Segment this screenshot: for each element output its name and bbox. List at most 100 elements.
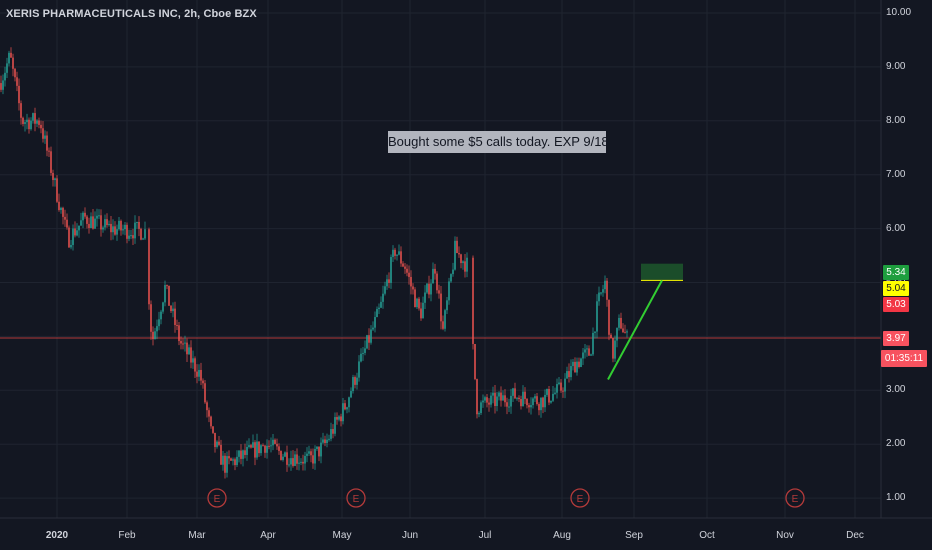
- candle-body: [106, 219, 108, 226]
- candle-body: [616, 327, 618, 341]
- candle-body: [606, 280, 608, 300]
- candle-body: [96, 215, 98, 219]
- candle-body: [358, 361, 360, 378]
- candle-body: [368, 335, 370, 343]
- candle-body: [298, 462, 300, 464]
- candle-body: [516, 397, 518, 399]
- candle-body: [490, 395, 492, 405]
- candle-body: [130, 235, 132, 237]
- time-axis-label: Sep: [625, 530, 643, 541]
- candle-body: [218, 441, 220, 445]
- candle-body: [144, 229, 146, 239]
- candle-body: [614, 340, 616, 359]
- earnings-marker-icon: [346, 488, 366, 508]
- candle-body: [200, 369, 202, 381]
- candle-body: [154, 331, 156, 340]
- candle-body: [512, 388, 514, 396]
- candle-body: [176, 325, 178, 327]
- candle-body: [66, 219, 68, 228]
- candle-body: [274, 439, 276, 444]
- candle-body: [590, 354, 592, 356]
- price-axis-label: 1.00: [886, 492, 906, 504]
- candle-body: [580, 358, 582, 367]
- candle-body: [16, 77, 18, 86]
- candle-body: [620, 317, 622, 329]
- candle-body: [158, 319, 160, 327]
- price-axis-label: 6.00: [886, 222, 906, 234]
- price-tag-hline: 3.97: [883, 331, 909, 346]
- text-annotation[interactable]: Bought some $5 calls today. EXP 9/18: [388, 131, 606, 153]
- earnings-marker-icon: [785, 488, 805, 508]
- candle-body: [574, 361, 576, 373]
- candle-body: [588, 348, 590, 356]
- candle-body: [208, 410, 210, 417]
- candle-body: [360, 353, 362, 362]
- candle-body: [120, 220, 122, 231]
- candle-body: [286, 452, 288, 465]
- candle-body: [496, 396, 498, 407]
- candle-body: [4, 72, 6, 81]
- candle-body: [250, 445, 252, 448]
- candle-body: [414, 289, 416, 308]
- candle-body: [462, 261, 464, 264]
- candle-body: [570, 366, 572, 378]
- candle-body: [506, 402, 508, 407]
- candle-body: [338, 416, 340, 420]
- candle-body: [264, 445, 266, 453]
- candle-body: [24, 122, 26, 124]
- candle-body: [328, 438, 330, 440]
- candle-body: [446, 300, 448, 311]
- candle-body: [316, 446, 318, 450]
- candle-body: [46, 135, 48, 151]
- candle-body: [126, 224, 128, 239]
- candle-body: [394, 249, 396, 256]
- candle-body: [238, 450, 240, 457]
- candle-body: [282, 456, 284, 460]
- candle-body: [488, 402, 490, 405]
- candle-body: [346, 407, 348, 410]
- candle-body: [26, 119, 28, 123]
- candle-body: [204, 383, 206, 403]
- candle-body: [148, 229, 150, 305]
- candle-body: [124, 224, 126, 230]
- candle-body: [30, 120, 32, 130]
- candle-body: [502, 395, 504, 401]
- candle-body: [122, 229, 124, 231]
- time-axis-label: Feb: [118, 530, 136, 541]
- time-axis-label: Apr: [260, 530, 276, 541]
- candle-body: [344, 403, 346, 410]
- candle-body: [312, 455, 314, 464]
- candle-body: [224, 455, 226, 473]
- candle-body: [12, 57, 14, 69]
- candle-body: [324, 439, 326, 444]
- candle-body: [14, 68, 16, 78]
- candle-body: [418, 298, 420, 309]
- candle-body: [184, 342, 186, 344]
- candle-body: [498, 392, 500, 397]
- candle-body: [530, 405, 532, 408]
- candle-body: [452, 269, 454, 275]
- candle-body: [94, 218, 96, 229]
- candle-body: [70, 244, 72, 248]
- candle-body: [252, 442, 254, 448]
- candle-body: [240, 450, 242, 459]
- candle-body: [88, 223, 90, 228]
- candle-body: [594, 331, 596, 333]
- candle-body: [246, 446, 248, 455]
- candle-body: [270, 445, 272, 447]
- candle-body: [64, 216, 66, 220]
- candle-body: [74, 228, 76, 236]
- price-tag-entry: 5.04: [883, 281, 909, 296]
- candle-body: [460, 254, 462, 264]
- candle-body: [206, 402, 208, 411]
- candle-body: [40, 124, 42, 129]
- candle-body: [540, 397, 542, 411]
- candle-body: [494, 392, 496, 407]
- candle-body: [278, 446, 280, 451]
- candle-body: [542, 397, 544, 408]
- candle-body: [82, 212, 84, 221]
- candle-body: [442, 321, 444, 329]
- candle-body: [76, 230, 78, 236]
